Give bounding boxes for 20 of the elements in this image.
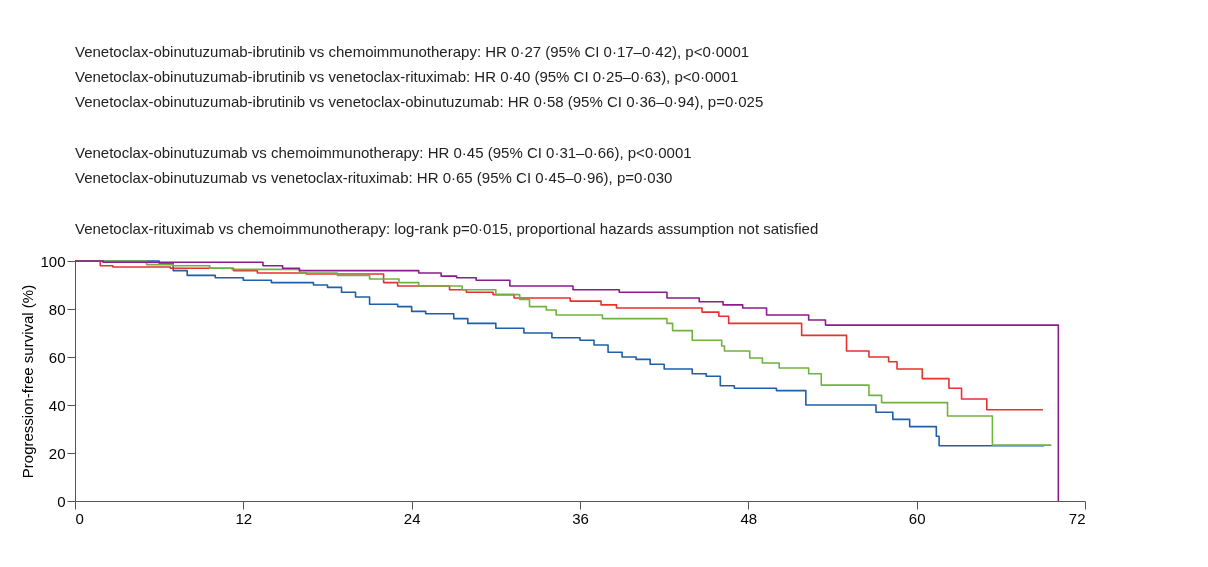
text: Venetoclax-obinutuzumab vs chemoimmunotherapy: HR 0·45 (95% CI 0·31–0·66), p<0·0001 xyxy=(75,144,692,161)
y-tick-label: 60 xyxy=(48,348,66,366)
x-tick-label: 12 xyxy=(235,509,253,527)
y-tick-label: 80 xyxy=(48,300,66,318)
x-tick-label: 60 xyxy=(908,509,926,527)
text: Venetoclax-obinutuzumab-ibrutinib vs chemoimmunotherapy: HR 0·27 (95% CI 0·17–0·42), p<0·0001 xyxy=(75,43,750,60)
y-axis-title: Progression-free survival (%) xyxy=(19,284,37,479)
x-tick-label: 72 xyxy=(1068,509,1086,527)
y-tick-label: 0 xyxy=(57,492,66,510)
text: Venetoclax-obinutuzumab vs venetoclax-rituximab: HR 0·65 (95% CI 0·45–0·96), p=0·030 xyxy=(75,169,673,186)
y-tick-label: 20 xyxy=(48,444,66,462)
y-tick-label: 100 xyxy=(40,252,66,270)
y-tick-label: 40 xyxy=(48,396,66,414)
x-tick-label: 24 xyxy=(403,509,421,527)
x-tick-label: 48 xyxy=(740,509,758,527)
text: Venetoclax-rituximab vs chemoimmunotherapy: log-rank p=0·015, proportional hazards assumption not satisfied xyxy=(75,220,819,237)
x-tick-label: 36 xyxy=(572,509,589,527)
text: Venetoclax-obinutuzumab-ibrutinib vs venetoclax-rituximab: HR 0·40 (95% CI 0·25–0·63), p<0·0001 xyxy=(75,68,739,85)
x-tick-label: 0 xyxy=(75,509,84,527)
text: Venetoclax-obinutuzumab-ibrutinib vs venetoclax-obinutuzumab: HR 0·58 (95% CI 0·36–0·94), p=0·025 xyxy=(75,93,764,110)
